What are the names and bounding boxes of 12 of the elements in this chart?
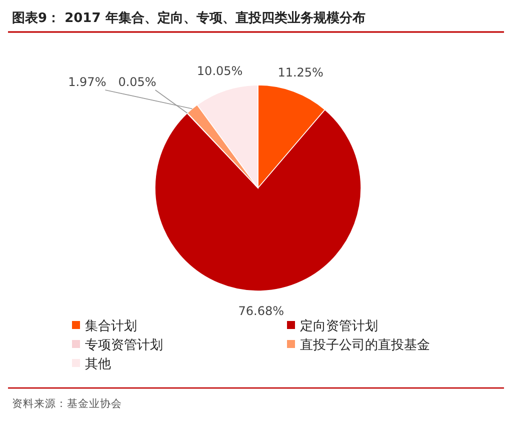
data-label: 11.25%: [278, 66, 324, 80]
data-label: 0.05%: [118, 75, 156, 89]
data-label: 1.97%: [68, 75, 106, 89]
legend-label: 专项资管计划: [85, 338, 163, 353]
chart-title: 图表9： 2017 年集合、定向、专项、直投四类业务规模分布: [12, 10, 366, 26]
data-label: 76.68%: [238, 304, 284, 318]
text: 资料来源：基金业协会: [12, 397, 122, 410]
legend-label: 定向资管计划: [300, 319, 378, 334]
legend-label: 直投子公司的直投基金: [300, 338, 430, 353]
legend-label: 集合计划: [85, 319, 137, 334]
legend-label: 其他: [85, 357, 111, 372]
data-label: 10.05%: [196, 64, 243, 78]
